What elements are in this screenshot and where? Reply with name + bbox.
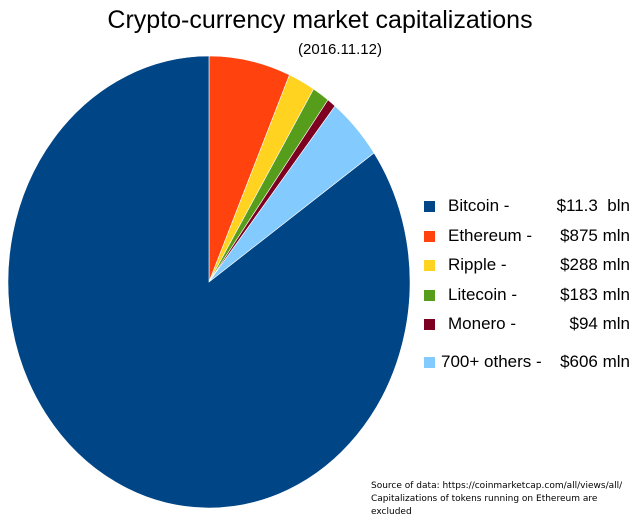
legend-name: Ethereum -	[448, 225, 533, 245]
exclusion-note: Capitalizations of tokens running on Eth…	[371, 494, 598, 517]
legend-swatch	[424, 230, 435, 242]
legend-item-litecoin: Litecoin - $183 mln	[424, 285, 630, 315]
legend-swatch	[424, 201, 435, 212]
chart-subtitle: (2016.11.12)	[298, 41, 382, 58]
legend-value: $875 mln	[560, 225, 630, 245]
legend-swatch	[424, 260, 435, 271]
legend-swatch	[424, 356, 435, 368]
legend-item-ethereum: Ethereum - $875 mln	[424, 226, 630, 256]
legend-value: $288 mln	[560, 255, 630, 274]
legend-name: Bitcoin -	[448, 196, 510, 215]
legend-item-ripple: Ripple - $288 mln	[424, 255, 630, 285]
pie-slice-bitcoin	[7, 55, 411, 509]
chart-title: Crypto-currency market capitalizations	[107, 6, 533, 34]
legend-item-monero: Monero - $94 mln	[424, 314, 630, 344]
legend-value: $11.3 bln	[556, 196, 630, 215]
legend-swatch	[424, 289, 435, 301]
legend-name: 700+ others -	[441, 351, 542, 371]
legend-value: $183 mln	[560, 284, 630, 304]
source-line: Source of data: https://coinmarketcap.co…	[371, 481, 623, 491]
legend-name: Ripple -	[448, 255, 507, 274]
legend-name: Litecoin -	[448, 284, 517, 304]
legend: Bitcoin - $11.3 bln Ethereum - $875 mln Ri…	[424, 196, 630, 381]
legend-item-others: 700+ others - $606 mln	[424, 352, 630, 382]
legend-swatch	[424, 319, 435, 330]
source-note: Source of data: https://coinmarketcap.co…	[371, 480, 640, 519]
legend-value: $94 mln	[569, 314, 630, 333]
legend-name: Monero -	[448, 314, 517, 333]
legend-item-bitcoin: Bitcoin - $11.3 bln	[424, 196, 630, 226]
legend-value: $606 mln	[560, 351, 630, 371]
